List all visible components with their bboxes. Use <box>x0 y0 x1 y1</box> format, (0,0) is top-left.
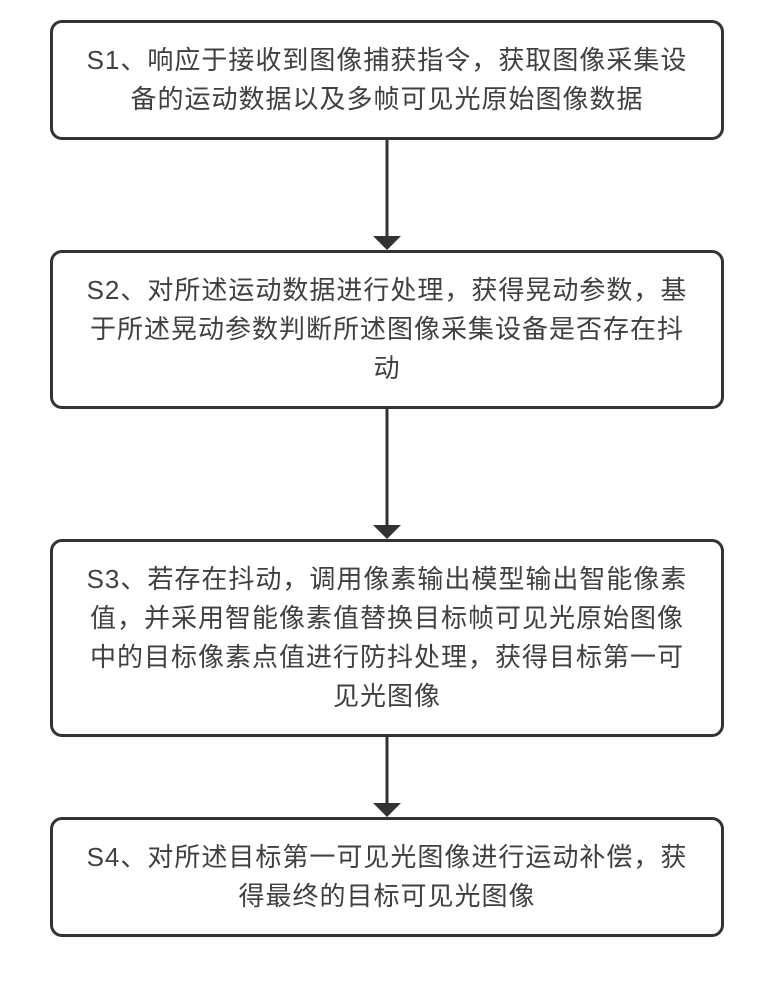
node-text-s2: S2、对所述运动数据进行处理，获得晃动参数，基于所述晃动参数判断所述图像采集设备… <box>81 271 693 388</box>
flowchart-arrow-s1-s2 <box>50 140 724 250</box>
node-text-s4: S4、对所述目标第一可见光图像进行运动补偿，获得最终的目标可见光图像 <box>81 838 693 916</box>
flowchart-container: S1、响应于接收到图像捕获指令，获取图像采集设备的运动数据以及多帧可见光原始图像… <box>50 20 724 937</box>
flowchart-node-s1: S1、响应于接收到图像捕获指令，获取图像采集设备的运动数据以及多帧可见光原始图像… <box>50 20 724 140</box>
node-text-s3: S3、若存在抖动，调用像素输出模型输出智能像素值，并采用智能像素值替换目标帧可见… <box>81 560 693 716</box>
flowchart-arrow-s3-s4 <box>50 737 724 817</box>
node-text-s1: S1、响应于接收到图像捕获指令，获取图像采集设备的运动数据以及多帧可见光原始图像… <box>81 41 693 119</box>
flowchart-node-s4: S4、对所述目标第一可见光图像进行运动补偿，获得最终的目标可见光图像 <box>50 817 724 937</box>
flowchart-node-s3: S3、若存在抖动，调用像素输出模型输出智能像素值，并采用智能像素值替换目标帧可见… <box>50 539 724 737</box>
flowchart-arrow-s2-s3 <box>50 409 724 539</box>
flowchart-node-s2: S2、对所述运动数据进行处理，获得晃动参数，基于所述晃动参数判断所述图像采集设备… <box>50 250 724 409</box>
